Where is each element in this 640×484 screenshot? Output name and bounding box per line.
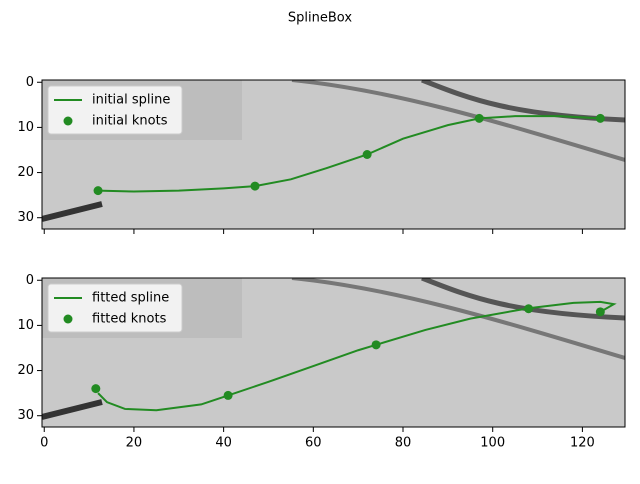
legend-marker xyxy=(63,116,73,126)
y-tick-label: 10 xyxy=(17,120,34,135)
legend-label: initial knots xyxy=(92,114,168,129)
axes-frame xyxy=(41,277,626,428)
x-tick-label: 80 xyxy=(395,436,412,451)
image-edge xyxy=(42,399,103,420)
knot xyxy=(250,181,260,191)
x-tick-label: 20 xyxy=(126,436,143,451)
knot xyxy=(91,384,101,394)
y-tick-label: 30 xyxy=(17,408,34,423)
y-tick-label: 10 xyxy=(17,318,34,333)
legend-box xyxy=(47,85,183,135)
image-ridge xyxy=(291,278,625,360)
x-tick-label: 100 xyxy=(480,436,505,451)
knot xyxy=(595,307,605,317)
x-tick-label: 60 xyxy=(305,436,322,451)
knot xyxy=(223,390,233,400)
knot xyxy=(524,304,534,314)
y-tick-label: 20 xyxy=(17,363,34,378)
y-tick-label: 0 xyxy=(26,273,34,288)
legend-marker xyxy=(63,314,73,324)
spline xyxy=(98,115,601,193)
image-ridge xyxy=(291,80,625,162)
knot xyxy=(362,150,372,159)
image-ridge xyxy=(421,278,625,321)
y-tick-label: 20 xyxy=(17,165,34,180)
knot xyxy=(93,186,103,196)
knot xyxy=(371,340,381,350)
legend-label: fitted spline xyxy=(92,291,169,306)
legend-label: initial spline xyxy=(92,93,170,108)
legend-label: fitted knots xyxy=(92,312,167,327)
spline xyxy=(97,300,617,412)
x-tick-label: 120 xyxy=(570,436,595,451)
image-edge xyxy=(42,201,103,222)
x-tick-label: 40 xyxy=(215,436,232,451)
y-tick-label: 0 xyxy=(26,75,34,90)
legend-box xyxy=(47,283,183,333)
axes-frame xyxy=(41,79,626,230)
figure-title: SplineBox xyxy=(288,11,352,26)
knot xyxy=(474,113,484,123)
x-tick-label: 0 xyxy=(40,436,48,451)
knot xyxy=(595,113,605,123)
y-tick-label: 30 xyxy=(17,210,34,225)
